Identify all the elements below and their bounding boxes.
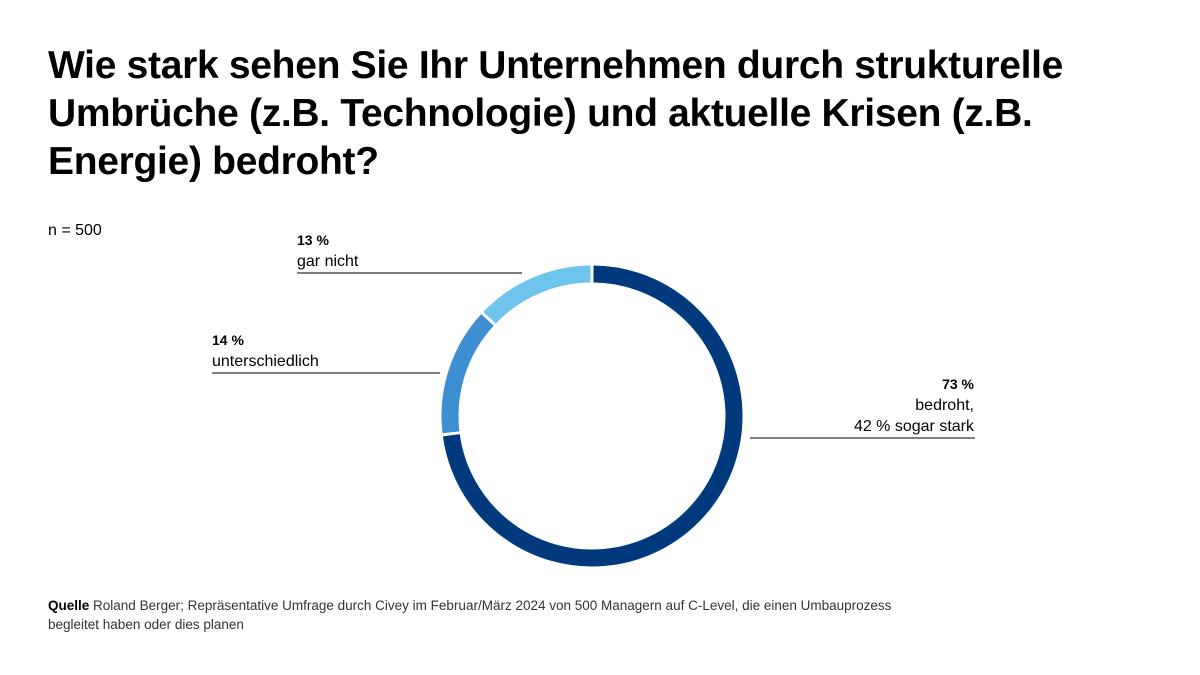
donut-slice-bedroht xyxy=(442,265,743,567)
chart-title: Wie stark sehen Sie Ihr Unternehmen durc… xyxy=(48,44,1064,183)
label-subtext: 42 % sogar stark xyxy=(853,418,974,435)
label-text: gar nicht xyxy=(297,253,359,270)
donut-slice-gar-nicht xyxy=(483,265,591,324)
label-unterschiedlich: 14 % unterschiedlich xyxy=(212,330,319,372)
source-text: Roland Berger; Repräsentative Umfrage du… xyxy=(48,598,892,632)
label-value: 13 % xyxy=(297,232,329,248)
source-note: Quelle Roland Berger; Repräsentative Umf… xyxy=(48,596,928,634)
sample-size: n = 500 xyxy=(48,222,102,239)
label-bedroht: 73 % bedroht, 42 % sogar stark xyxy=(854,374,974,437)
label-text: unterschiedlich xyxy=(212,353,319,370)
donut-slice-unterschiedlich xyxy=(441,314,494,434)
label-text: bedroht, xyxy=(915,397,974,414)
label-value: 73 % xyxy=(942,376,974,392)
label-value: 14 % xyxy=(212,332,244,348)
source-label: Quelle xyxy=(48,598,90,613)
label-gar-nicht: 13 % gar nicht xyxy=(297,230,358,272)
